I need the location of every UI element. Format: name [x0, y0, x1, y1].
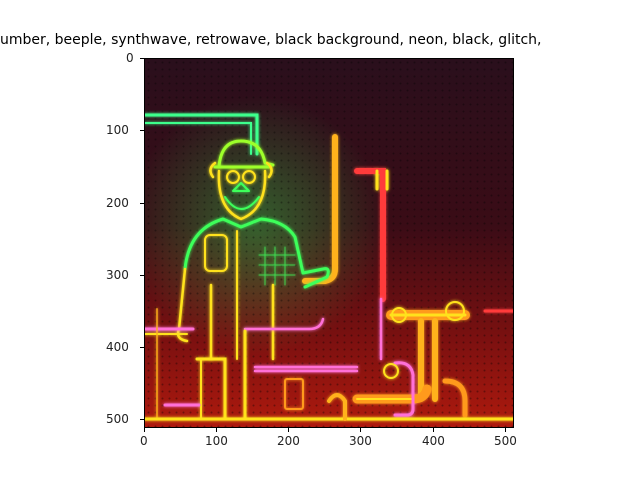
- x-tick-label: 100: [205, 434, 228, 448]
- y-tick-label: 300: [106, 268, 129, 282]
- x-tick-label: 500: [494, 434, 517, 448]
- y-tick-label: 400: [106, 340, 129, 354]
- x-tick-label: 0: [140, 434, 148, 448]
- y-tick-label: 0: [126, 51, 134, 65]
- image-axes: [144, 58, 514, 428]
- neon-plumber-image: [145, 59, 513, 427]
- x-tick-label: 300: [349, 434, 372, 448]
- y-tick-label: 500: [106, 412, 129, 426]
- x-tick-label: 400: [422, 434, 445, 448]
- y-tick-label: 100: [106, 123, 129, 137]
- figure-title: umber, beeple, synthwave, retrowave, bla…: [0, 32, 542, 48]
- x-tick-label: 200: [277, 434, 300, 448]
- y-tick-label: 200: [106, 196, 129, 210]
